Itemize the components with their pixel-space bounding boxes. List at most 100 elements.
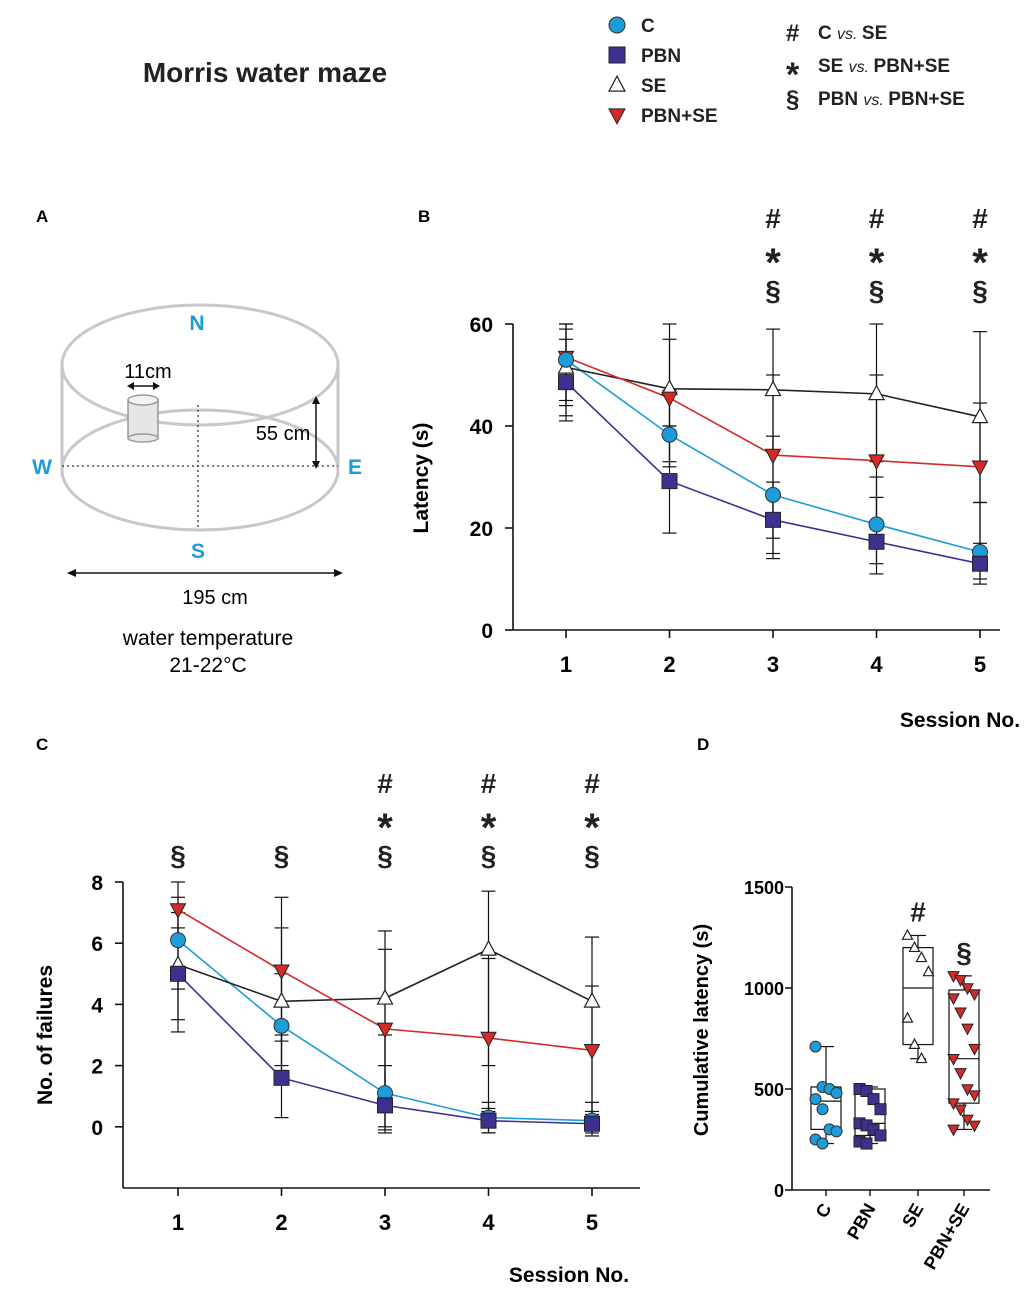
y-tick-label: 0 <box>91 1117 103 1140</box>
data-point-pbn <box>377 1097 393 1114</box>
data-point-se <box>376 988 394 1005</box>
data-point-pbn-plus-se <box>661 391 678 408</box>
significance-section: § <box>956 937 972 968</box>
data-point-pbn-plus-se <box>868 454 885 470</box>
data-point-c <box>558 351 574 368</box>
legend-symbol-1: # <box>786 20 799 47</box>
data-point-pbn <box>480 1112 497 1129</box>
data-point-pbn-plus-se <box>961 1114 974 1127</box>
comparison-group-b: SE <box>862 23 887 44</box>
panel-c-failures-chart: 0 2 4 6 8 1 2 3 4 5 Session No. No. of failures § § # *… <box>34 768 640 1287</box>
significance-section: § <box>170 840 186 871</box>
data-point-pbn-plus-se <box>968 1043 981 1056</box>
x-tick-label: 1 <box>560 652 572 677</box>
diameter-arrow <box>67 569 343 577</box>
compass-north: N <box>189 312 204 335</box>
y-axis-label: No. of failures <box>34 965 57 1105</box>
x-tick-label: 3 <box>767 652 779 677</box>
legend-comparison-2: SE vs. PBN+SE <box>818 56 950 77</box>
panel-c-letter: C <box>36 735 48 754</box>
data-point-c <box>816 1103 829 1116</box>
data-point-pbn <box>868 533 885 550</box>
significance-section: § <box>274 840 290 871</box>
comparison-group-a: PBN <box>818 89 863 110</box>
significance-section: § <box>584 840 600 871</box>
data-point-pbn <box>584 1115 600 1132</box>
data-point-pbn-plus-se <box>169 903 187 919</box>
data-point-pbn <box>874 1103 887 1116</box>
platform-icon <box>127 394 159 443</box>
data-point-pbn-plus-se <box>947 1098 960 1111</box>
data-point-c <box>868 516 885 533</box>
data-point-se <box>764 380 782 397</box>
data-point-pbn-plus-se <box>954 1068 967 1080</box>
comparison-vs: vs. <box>863 92 888 109</box>
data-point-pbn-plus-se <box>947 1124 960 1137</box>
legend-symbol-2: * <box>786 56 800 94</box>
data-point-c <box>765 486 781 503</box>
y-tick-label: 6 <box>91 933 103 956</box>
significance-section: § <box>377 840 393 871</box>
x-tick-label: 2 <box>663 652 675 677</box>
data-point-se <box>479 939 498 956</box>
data-point-pbn-plus-se <box>954 1007 967 1020</box>
significance-asterisk: * <box>765 241 781 285</box>
x-tick-label-pbn-plus-se: PBN+SE <box>920 1200 974 1273</box>
temperature-value: 21-22°C <box>169 654 246 677</box>
significance-hash: # <box>377 768 393 799</box>
data-point-se <box>867 384 886 401</box>
significance-asterisk: * <box>377 806 393 850</box>
data-point-se <box>915 950 928 963</box>
panel-d-letter: D <box>697 735 709 754</box>
data-point-pbn <box>273 1069 290 1086</box>
depth-arrow <box>312 396 320 469</box>
x-tick-label: 4 <box>482 1210 495 1235</box>
y-tick-label: 60 <box>470 314 493 337</box>
legend-marker-se <box>607 74 627 92</box>
panel-d-cumulative-latency-chart: 0 500 1000 1500 Cumulative latency (s) C PBN SE… <box>691 878 990 1273</box>
data-point-pbn-plus-se <box>968 1090 981 1103</box>
x-tick-label: 5 <box>974 652 986 677</box>
significance-section: § <box>765 275 781 306</box>
data-point-c <box>661 426 678 443</box>
legend-marker-pbn-plus-se <box>608 108 626 125</box>
x-tick-label: 3 <box>379 1210 391 1235</box>
legend-comparison-1: C vs. SE <box>818 23 887 44</box>
y-tick-label: 1000 <box>744 979 784 999</box>
data-point-pbn-plus-se <box>947 993 960 1006</box>
legend-label-c: C <box>641 16 655 37</box>
comparison-vs: vs. <box>837 26 862 43</box>
compass-south: S <box>191 540 205 563</box>
x-tick-label: 5 <box>586 1210 598 1235</box>
data-point-pbn-plus-se <box>961 1023 974 1036</box>
comparison-group-b: PBN+SE <box>874 56 951 77</box>
data-point-c <box>809 1093 822 1106</box>
data-point-c <box>830 1125 843 1138</box>
platform-size-label: 11cm <box>124 361 171 383</box>
data-point-pbn <box>867 1123 880 1136</box>
significance-hash: # <box>765 203 781 234</box>
data-point-pbn <box>860 1085 873 1098</box>
data-point-se <box>908 1037 921 1050</box>
significance-asterisk: * <box>869 241 885 285</box>
data-point-pbn-plus-se <box>961 983 974 996</box>
data-point-pbn <box>170 965 186 982</box>
temperature-label: water temperature <box>122 627 293 650</box>
data-point-c <box>273 1017 290 1034</box>
y-tick-label: 500 <box>754 1080 784 1100</box>
x-tick-label-pbn: PBN <box>843 1200 879 1243</box>
panel-a-maze-diagram: A 11cm 55 cm N S W E <box>32 207 362 677</box>
data-point-se <box>915 1051 928 1064</box>
legend-label-se: SE <box>641 76 666 97</box>
y-tick-label: 4 <box>91 994 103 1017</box>
x-tick-label: 2 <box>275 1210 287 1235</box>
data-point-c <box>816 1137 829 1150</box>
y-axis-label: Latency (s) <box>410 423 433 534</box>
y-tick-label: 8 <box>91 872 103 895</box>
significance-asterisk: * <box>584 806 600 850</box>
significance-hash: # <box>869 203 885 234</box>
data-point-c <box>809 1040 822 1053</box>
data-point-se <box>971 407 989 424</box>
legend-comparison-3: PBN vs. PBN+SE <box>818 89 965 110</box>
